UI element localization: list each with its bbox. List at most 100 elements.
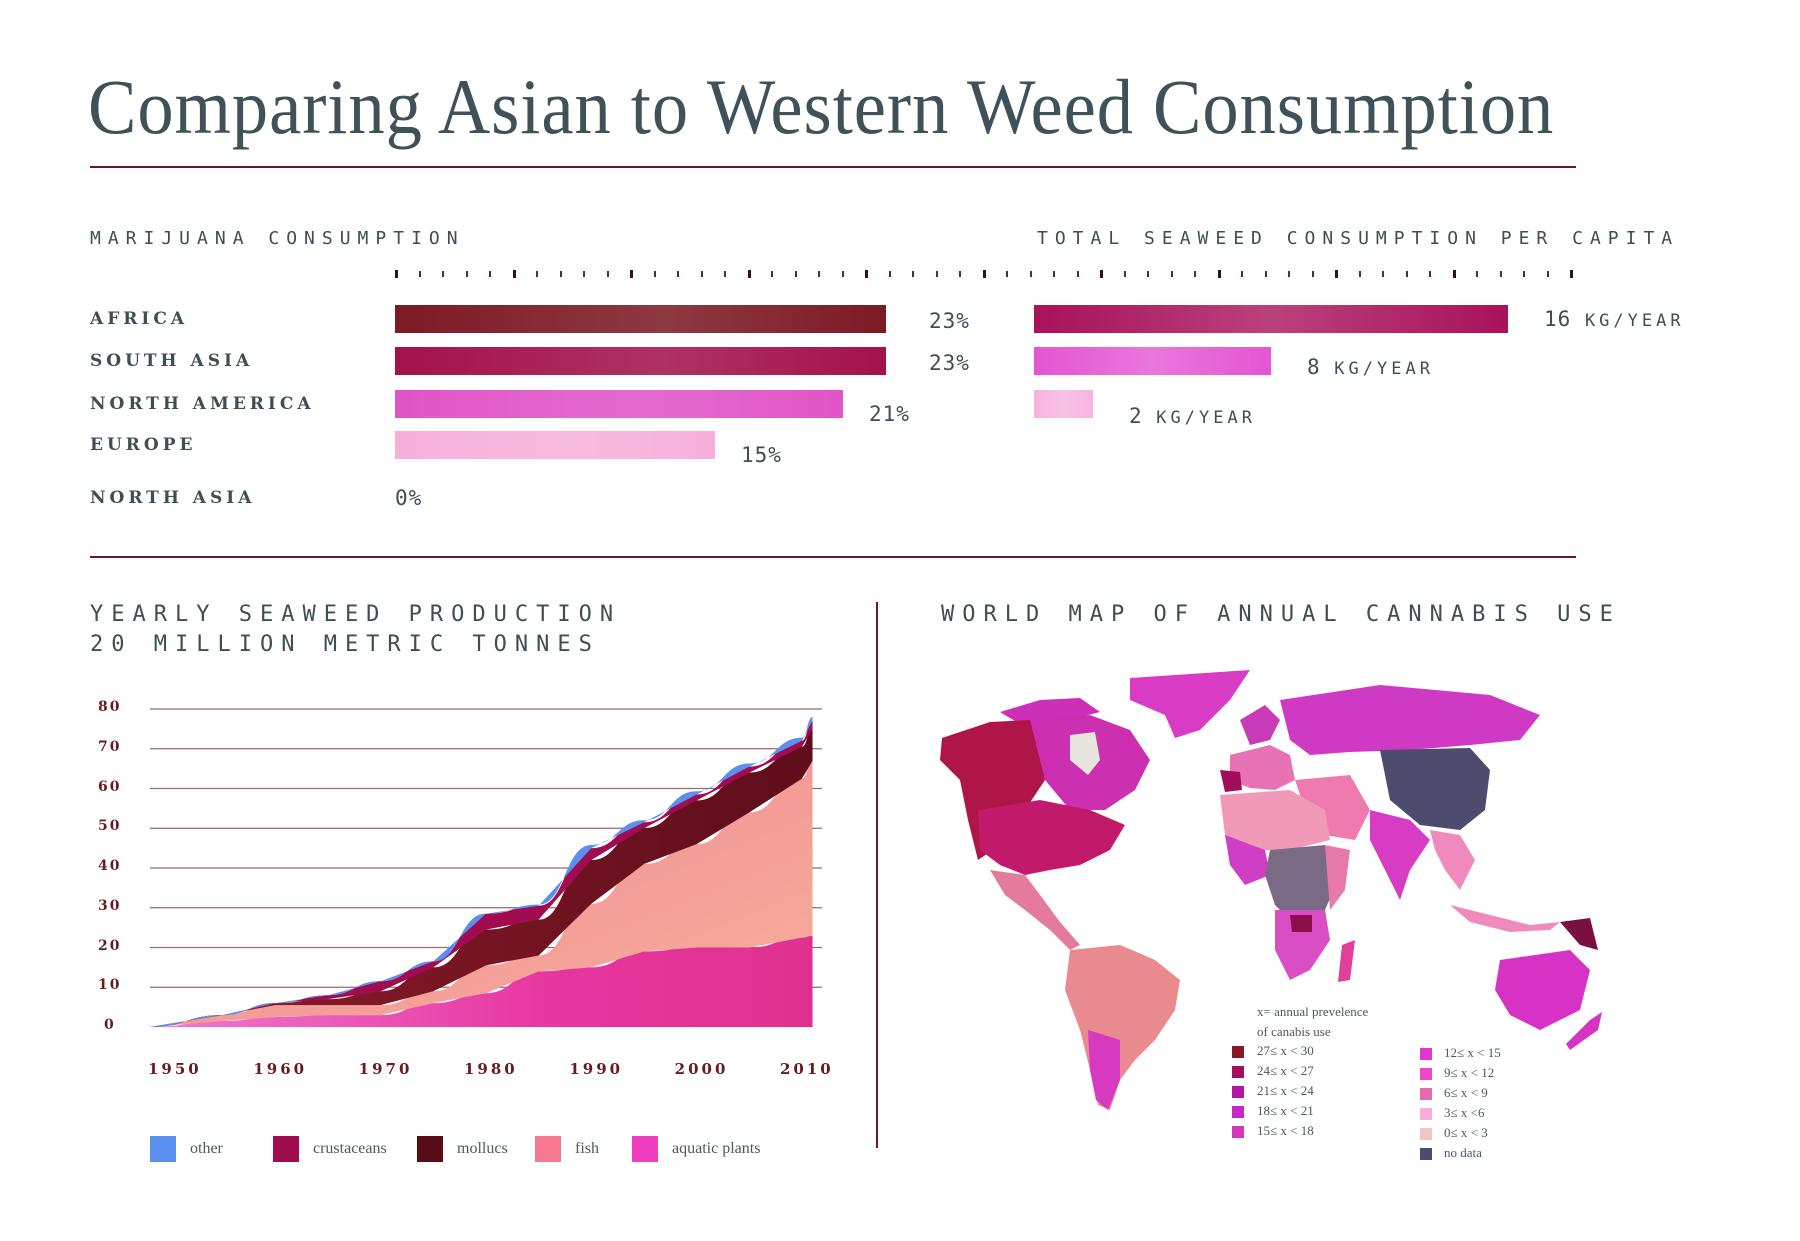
section-divider [90, 556, 1576, 558]
seaweed-bar [1034, 347, 1271, 375]
legend-label: fish [575, 1140, 599, 1157]
region-greenland [1130, 670, 1250, 738]
x-tick-label: 1960 [253, 1060, 308, 1078]
axis-tick [1147, 271, 1149, 277]
axis-tick [606, 271, 609, 277]
region-label: EUROPE [90, 435, 197, 455]
axis-tick [1452, 270, 1456, 278]
y-tick-label: 80 [98, 699, 122, 715]
map-legend-label: 9≤ x < 12 [1444, 1065, 1495, 1080]
axis-tick [1335, 270, 1338, 278]
axis-tick [1264, 271, 1267, 277]
legend-label: aquatic plants [672, 1140, 761, 1157]
marijuana-section-label: MARIJUANA CONSUMPTION [90, 228, 465, 249]
legend-swatch [535, 1136, 561, 1162]
legend-label: mollucs [457, 1140, 508, 1157]
axis-tick [888, 271, 891, 277]
region-label: SOUTH ASIA [90, 351, 254, 371]
axis-tick [1405, 271, 1408, 277]
axis-tick [1476, 271, 1478, 277]
axis-tick [1029, 271, 1032, 277]
percent-value: 15% [741, 443, 782, 467]
map-legend-title-2: of canabis use [1257, 1024, 1331, 1039]
production-subtitle: 20 MILLION METRIC TONNES [90, 632, 600, 657]
percent-value: 21% [869, 402, 910, 426]
kg-value: 2 KG/YEAR [1129, 404, 1256, 428]
axis-tick [1429, 271, 1431, 277]
map-legend-swatch [1232, 1106, 1244, 1118]
kg-unit: KG/YEAR [1334, 359, 1434, 379]
x-tick-label: 1990 [569, 1060, 624, 1078]
axis-tick [1523, 271, 1525, 277]
seaweed-bar [1034, 390, 1093, 418]
axis-tick [442, 271, 444, 277]
map-legend-label: 3≤ x <6 [1444, 1105, 1485, 1120]
axis-tick [395, 270, 398, 278]
axis-tick [1382, 271, 1384, 277]
axis-tick [1217, 270, 1221, 278]
axis-tick [418, 271, 421, 277]
axis-tick [747, 270, 751, 278]
axis-tick [1194, 271, 1196, 277]
axis-tick [1499, 271, 1502, 277]
map-legend-swatch [1420, 1148, 1432, 1160]
area-aquatic-plants [150, 935, 813, 1027]
y-tick-label: 30 [98, 897, 122, 914]
percent-value: 0% [395, 486, 423, 510]
map-legend-swatch [1232, 1126, 1244, 1138]
kg-number: 8 [1307, 355, 1335, 379]
region-middle-east [1295, 775, 1370, 840]
map-legend-swatch [1420, 1108, 1432, 1120]
axis-tick [1076, 271, 1079, 277]
map-legend-swatch [1420, 1068, 1432, 1080]
map-legend-label: 24≤ x < 27 [1257, 1063, 1314, 1078]
region-central-africa [1265, 845, 1340, 925]
axis-tick [935, 271, 938, 277]
region-argentina [1088, 1030, 1120, 1110]
region-west-africa [1225, 835, 1270, 885]
map-legend-swatch [1232, 1046, 1244, 1058]
axis-tick [1311, 271, 1314, 277]
percent-value: 23% [929, 309, 970, 333]
axis-tick [700, 271, 703, 277]
axis-tick [630, 270, 633, 278]
region-south-america [1065, 945, 1180, 1110]
map-legend-label: 15≤ x < 18 [1257, 1123, 1314, 1138]
axis-tick [1288, 271, 1290, 277]
world-map [940, 670, 1602, 1110]
legend-swatch [417, 1136, 443, 1162]
y-tick-label: 70 [98, 738, 122, 755]
marijuana-bar [395, 347, 886, 375]
axis-tick [1123, 271, 1126, 277]
map-legend-swatch [1232, 1066, 1244, 1078]
region-scandinavia [1240, 705, 1280, 745]
y-tick-label: 50 [98, 818, 122, 835]
region-india [1370, 810, 1430, 900]
region-usa [978, 800, 1125, 875]
x-tick-label: 1950 [148, 1060, 202, 1078]
page-title: Comparing Asian to Western Weed Consumpt… [88, 63, 1555, 150]
kg-value: 16 KG/YEAR [1544, 307, 1685, 331]
region-iberia [1220, 770, 1242, 792]
legend-label: crustaceans [313, 1140, 387, 1157]
axis-tick [465, 271, 468, 277]
region-label: AFRICA [90, 309, 189, 329]
vertical-divider [876, 602, 878, 1148]
axis-tick [559, 271, 562, 277]
seaweed-bar [1034, 305, 1508, 333]
kg-unit: KG/YEAR [1584, 311, 1685, 331]
region-southern-africa [1275, 910, 1330, 980]
region-label: NORTH AMERICA [90, 394, 315, 414]
region-north-africa [1220, 790, 1330, 850]
map-legend-label: 6≤ x < 9 [1444, 1085, 1488, 1100]
kg-unit: KG/YEAR [1156, 408, 1256, 428]
axis-tick [865, 270, 868, 278]
region-label: NORTH ASIA [90, 488, 256, 508]
x-tick-label: 2000 [674, 1060, 729, 1078]
axis-tick [677, 271, 679, 277]
axis-tick [512, 270, 516, 278]
region-new-zealand [1566, 1012, 1602, 1050]
region-indonesia [1450, 905, 1560, 932]
x-tick-label: 1980 [464, 1060, 518, 1078]
axis-tick [1053, 271, 1055, 277]
